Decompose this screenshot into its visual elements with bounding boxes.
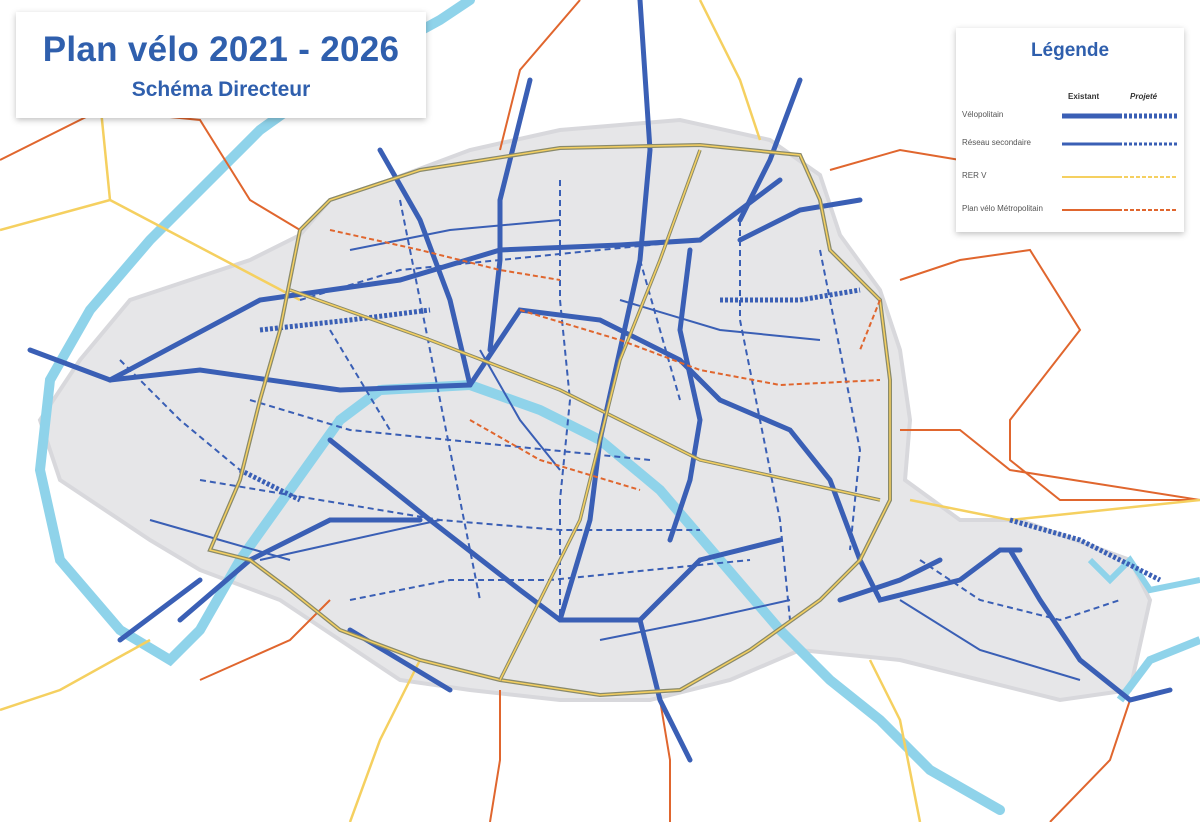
secondary-network-solid bbox=[149, 219, 1081, 681]
legend-swatch-rer-v bbox=[1062, 176, 1178, 178]
legend-item-label: Vélopolitain bbox=[962, 110, 1004, 119]
title-box: Plan vélo 2021 - 2026 Schéma Directeur bbox=[16, 12, 426, 118]
map-title: Plan vélo 2021 - 2026 bbox=[42, 30, 400, 69]
legend-item-velopolitain: Vélopolitain bbox=[962, 108, 1178, 124]
legend-item-secondary: Réseau secondaire bbox=[962, 136, 1178, 152]
legend-item-label: Réseau secondaire bbox=[962, 138, 1031, 147]
metropolitain-inner bbox=[329, 229, 881, 491]
legend: Légende Existant Projeté Vélopolitain Ré… bbox=[956, 28, 1184, 232]
legend-item-rer-v: RER V bbox=[962, 169, 1178, 185]
rer-v-ns-inner bbox=[499, 149, 701, 681]
rer-v-axis-inner bbox=[289, 289, 881, 501]
velopolitain-network bbox=[27, 0, 1173, 763]
seine-east bbox=[1116, 636, 1200, 703]
legend-item-label: RER V bbox=[962, 171, 987, 180]
legend-title: Légende bbox=[1030, 40, 1110, 61]
marne-river bbox=[1087, 555, 1200, 594]
legend-swatch-secondary bbox=[1062, 142, 1178, 146]
legend-swatch-metropolitain bbox=[1062, 209, 1178, 211]
legend-swatch-velopolitain bbox=[1062, 113, 1178, 119]
legend-col-existing: Existant bbox=[1068, 92, 1100, 101]
legend-item-label: Plan vélo Métropolitain bbox=[962, 204, 1043, 213]
paris-area bbox=[37, 117, 1153, 703]
legend-item-metropolitain: Plan vélo Métropolitain bbox=[962, 202, 1178, 218]
legend-col-projected: Projeté bbox=[1130, 92, 1158, 101]
velopolitain-projected bbox=[238, 287, 1162, 583]
map-subtitle: Schéma Directeur bbox=[131, 78, 311, 101]
peripherique-inner bbox=[208, 144, 891, 696]
